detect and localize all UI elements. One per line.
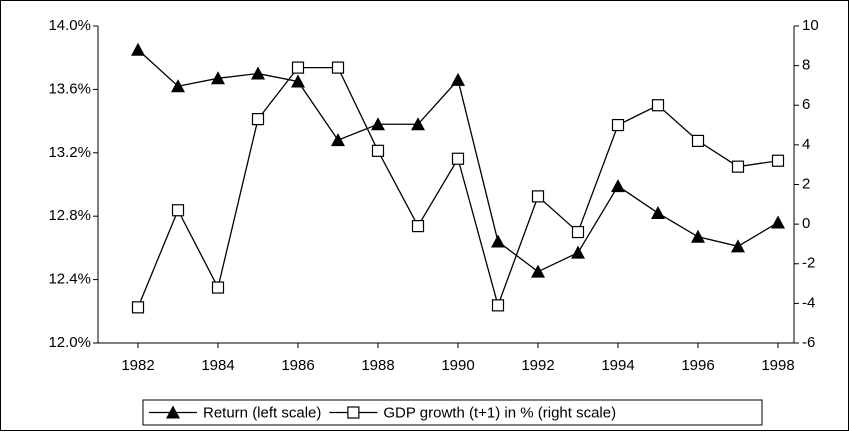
data-point <box>371 117 385 131</box>
x-tick-label: 1984 <box>201 357 234 374</box>
y2-tick-label: 10 <box>802 17 819 34</box>
legend-marker <box>166 405 180 419</box>
x-tick-label: 1990 <box>441 357 474 374</box>
data-point <box>771 215 785 229</box>
data-point <box>331 133 345 147</box>
x-tick-label: 1994 <box>601 357 634 374</box>
legend-box <box>142 399 763 426</box>
legend-label: Return (left scale) <box>203 404 321 421</box>
x-tick-label: 1996 <box>681 357 714 374</box>
y-tick-label: 13.6% <box>48 80 91 97</box>
data-point <box>771 154 785 167</box>
data-point <box>651 99 665 112</box>
y2-tick-label: 2 <box>802 175 810 192</box>
y2-tick-label: 4 <box>802 136 810 153</box>
legend-marker <box>347 406 360 419</box>
data-point <box>411 220 425 233</box>
y-tick-label: 12.8% <box>48 207 91 224</box>
data-point <box>491 234 505 248</box>
data-point <box>411 117 425 131</box>
data-point <box>331 61 345 74</box>
data-point <box>531 264 545 278</box>
x-tick-label: 1992 <box>521 357 554 374</box>
data-point <box>291 74 305 88</box>
data-point <box>451 152 465 165</box>
data-point <box>171 79 185 93</box>
y2-tick-label: 6 <box>802 96 810 113</box>
data-point <box>691 134 705 148</box>
data-point <box>731 160 745 173</box>
data-point <box>171 204 185 217</box>
y2-tick-label: -6 <box>802 334 815 351</box>
data-point <box>131 301 145 314</box>
data-point <box>571 225 585 239</box>
data-point <box>291 61 305 74</box>
data-point <box>611 179 625 193</box>
y2-tick-label: -2 <box>802 255 815 272</box>
data-point <box>691 229 705 243</box>
data-point <box>211 281 225 294</box>
y-tick-label: 13.2% <box>48 144 91 161</box>
data-point <box>731 239 745 253</box>
y2-tick-label: 8 <box>802 57 810 74</box>
data-point <box>251 113 265 126</box>
data-point <box>451 72 465 86</box>
x-tick-label: 1986 <box>281 357 314 374</box>
data-point <box>211 71 225 85</box>
y2-tick-label: 0 <box>802 215 810 232</box>
y-tick-label: 14.0% <box>48 17 91 34</box>
y-tick-label: 12.0% <box>48 334 91 351</box>
data-point <box>651 206 665 220</box>
y2-tick-label: -4 <box>802 294 815 311</box>
data-point <box>371 144 385 157</box>
data-point <box>491 299 505 312</box>
y-tick-label: 12.4% <box>48 271 91 288</box>
x-tick-label: 1998 <box>761 357 794 374</box>
data-point <box>251 66 265 80</box>
legend-label: GDP growth (t+1) in % (right scale) <box>383 404 616 421</box>
x-tick-label: 1982 <box>121 357 154 374</box>
x-tick-label: 1988 <box>361 357 394 374</box>
data-point <box>131 42 145 56</box>
data-point <box>571 245 585 259</box>
data-point <box>611 118 625 132</box>
data-point <box>531 190 545 203</box>
